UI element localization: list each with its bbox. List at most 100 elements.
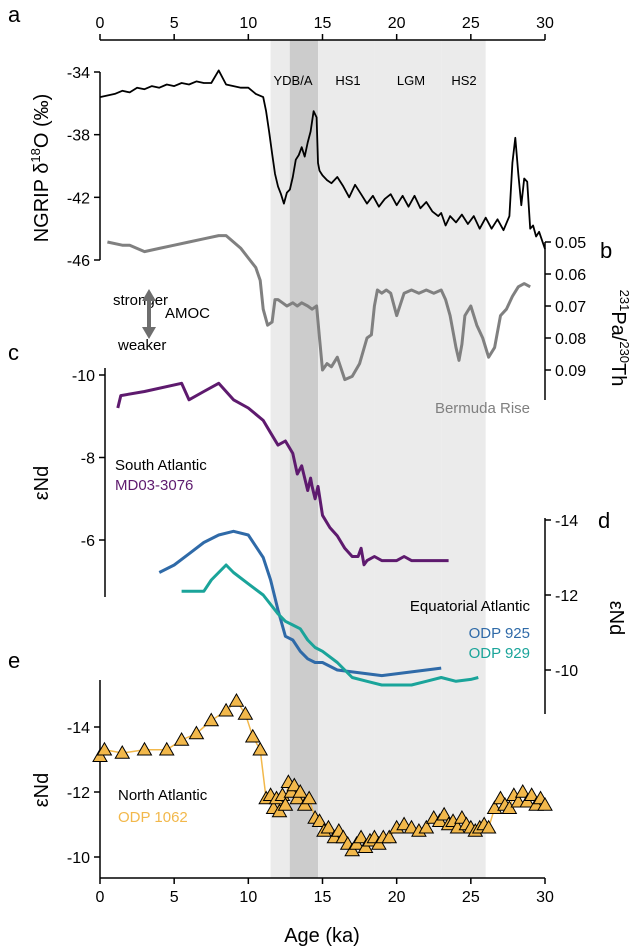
bottom-x-tick-label: 20 — [388, 889, 406, 906]
panel-c: -10 -8 -6 εNd South Atlantic MD03-3076 — [31, 368, 449, 597]
bermuda-rise-label: Bermuda Rise — [435, 400, 530, 417]
panel-c-y-tick-label: -8 — [81, 451, 95, 468]
odp-1062-point — [353, 829, 369, 844]
panel-a-y-tick-label: -46 — [67, 253, 90, 270]
legend-equatorial-atlantic: Equatorial Atlantic — [410, 598, 531, 615]
panel-b-ylabel: 231Pa/230Th — [607, 290, 632, 387]
odp-1062-point — [188, 725, 205, 740]
panel-a-y-tick-label: -38 — [67, 128, 90, 145]
legend-south-atlantic: South Atlantic — [115, 457, 207, 474]
panel-a-y-tick-label: -34 — [67, 65, 90, 82]
legend-md03-3076: MD03-3076 — [115, 477, 193, 494]
panel-e-y-tick-label: -14 — [67, 720, 90, 737]
odp-1062-point — [523, 787, 540, 801]
odp-1062-point — [136, 741, 153, 756]
period-band-hs1 — [318, 40, 375, 878]
odp-1062-point — [173, 731, 190, 746]
odp-1062-point — [292, 783, 309, 798]
series-odp-925 — [158, 529, 442, 678]
x-axis-label: Age (ka) — [284, 925, 360, 947]
amoc-stronger-label: stronger — [113, 292, 168, 309]
odp-1062-point — [537, 796, 553, 811]
panel-a-y-tick-label: -42 — [67, 190, 90, 207]
series-odp-929 — [181, 563, 479, 687]
legend-odp-925: ODP 925 — [469, 625, 530, 642]
panel-d-y-tick-label: -12 — [555, 588, 578, 605]
amoc-double-arrow-icon — [142, 289, 156, 339]
panel-b: 0.05 0.06 0.07 0.08 0.09 231Pa/230Th Bermuda… — [107, 234, 632, 417]
bottom-x-tick-label: 25 — [462, 889, 480, 906]
period-label-ydba: YDB/A — [273, 73, 312, 88]
odp-1062-point — [514, 783, 531, 798]
panel-letter-a: a — [8, 2, 21, 27]
top-x-tick-label: 5 — [170, 15, 179, 32]
panel-b-y-tick-label: 0.08 — [555, 331, 586, 348]
panel-e-ylabel: εNd — [31, 773, 53, 807]
top-x-tick-label: 20 — [388, 15, 406, 32]
period-bands — [270, 40, 486, 878]
odp-1062-point — [252, 741, 269, 756]
panel-d-ylabel: εNd — [605, 601, 627, 635]
odp-1062-point — [418, 819, 435, 834]
panel-letter-d: d — [598, 508, 610, 533]
panel-b-y-tick-label: 0.07 — [555, 299, 586, 316]
panel-c-y-tick-label: -10 — [72, 368, 95, 385]
panel-a-ylabel: NGRIP δ18O (‰) — [28, 94, 53, 243]
odp-1062-point — [244, 728, 261, 743]
odp-1062-point — [96, 741, 113, 756]
panel-letter-b: b — [600, 238, 612, 263]
odp-1062-point — [237, 705, 254, 720]
panel-d-y-tick-label: -14 — [555, 513, 578, 530]
panel-c-ylabel: εNd — [31, 466, 53, 500]
panel-d-y-tick-label: -10 — [555, 663, 578, 680]
panel-letter-c: c — [8, 340, 19, 365]
odp-1062-point — [301, 790, 318, 805]
panel-e-y-tick-label: -10 — [67, 850, 90, 867]
top-x-tick-label: 0 — [96, 15, 105, 32]
bottom-x-tick-label: 15 — [314, 889, 332, 906]
top-x-tick-label: 30 — [536, 15, 554, 32]
period-label-hs2: HS2 — [451, 73, 476, 88]
odp-1062-point — [114, 744, 131, 759]
odp-1062-point — [381, 829, 398, 844]
period-band-lgm — [374, 40, 442, 878]
odp-1062-point — [286, 777, 303, 792]
period-band-hs2 — [441, 40, 486, 878]
series-bermuda-rise — [107, 234, 531, 382]
odp-1062-point — [311, 813, 328, 827]
odp-1062-point — [320, 819, 337, 834]
odp-1062-point — [158, 741, 175, 756]
panel-b-y-tick-label: 0.06 — [555, 267, 586, 284]
odp-1062-point — [218, 702, 234, 717]
series-odp-1062-markers — [92, 692, 553, 857]
panel-a: -34 -38 -42 -46 NGRIP δ18O (‰) — [28, 65, 546, 270]
legend-odp-929: ODP 929 — [469, 645, 530, 662]
top-x-tick-label: 25 — [462, 15, 480, 32]
legend-north-atlantic: North Atlantic — [118, 787, 208, 804]
amoc-label: AMOC — [165, 305, 210, 322]
odp-1062-point — [277, 796, 294, 811]
series-ngrip — [99, 69, 546, 250]
odp-1062-point — [480, 819, 497, 834]
panel-c-y-tick-label: -6 — [81, 533, 95, 550]
panel-letter-e: e — [8, 648, 20, 673]
bottom-x-tick-label: 10 — [239, 889, 257, 906]
bottom-x-tick-label: 5 — [170, 889, 179, 906]
panel-d: -14 -12 -10 εNd Equatorial Atlantic ODP 92… — [158, 513, 627, 714]
top-x-axis: 0 5 10 15 20 25 30 — [96, 15, 554, 41]
amoc-weaker-label: weaker — [117, 337, 166, 354]
bottom-x-tick-label: 30 — [536, 889, 554, 906]
top-x-tick-label: 15 — [314, 15, 332, 32]
bottom-x-axis: 0 5 10 15 20 25 30 Age (ka) — [96, 877, 554, 947]
series-md03-3076 — [116, 381, 449, 567]
odp-1062-point — [228, 692, 245, 707]
bottom-x-tick-label: 0 — [96, 889, 105, 906]
period-label-lgm: LGM — [397, 73, 425, 88]
period-label-hs1: HS1 — [335, 73, 360, 88]
panel-e: -14 -12 -10 εNd North Atlantic ODP 1062 — [31, 680, 553, 878]
panel-b-y-tick-label: 0.09 — [555, 363, 586, 380]
legend-odp-1062: ODP 1062 — [118, 809, 188, 826]
panel-b-y-tick-label: 0.05 — [555, 235, 586, 252]
odp-1062-point — [436, 806, 452, 821]
